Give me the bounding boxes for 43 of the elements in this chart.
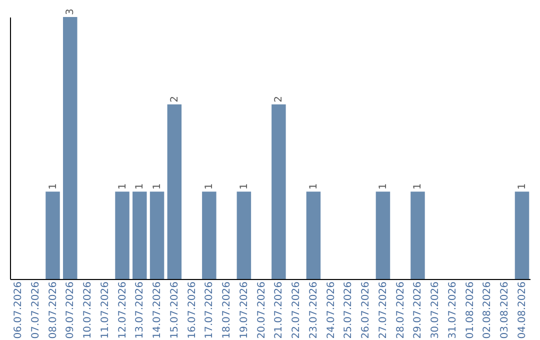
data-label: 1 bbox=[152, 183, 164, 190]
x-tick-label: 24.07.2026 bbox=[326, 282, 337, 339]
x-tick-label: 16.07.2026 bbox=[186, 282, 198, 339]
x-tick-label: 31.07.2026 bbox=[447, 282, 458, 339]
x-tick-label: 27.07.2026 bbox=[378, 282, 389, 339]
x-tick-label: 08.07.2026 bbox=[48, 282, 59, 339]
x-tick-label: 13.07.2026 bbox=[134, 282, 146, 339]
x-tick-label: 26.07.2026 bbox=[360, 282, 372, 339]
x-tick-label: 18.07.2026 bbox=[222, 282, 233, 339]
x-tick-label: 07.07.2026 bbox=[30, 282, 42, 339]
data-label: 1 bbox=[134, 183, 146, 190]
data-label: 3 bbox=[65, 8, 76, 15]
x-tick-label: 02.08.2026 bbox=[482, 282, 494, 339]
data-label: 2 bbox=[274, 96, 285, 102]
x-tick-label: 10.07.2026 bbox=[82, 282, 94, 339]
data-label: 2 bbox=[169, 96, 180, 102]
data-label: 1 bbox=[117, 183, 128, 190]
data-label: 1 bbox=[517, 183, 528, 190]
x-tick-label: 03.08.2026 bbox=[500, 282, 511, 339]
data-label: 1 bbox=[238, 183, 250, 190]
x-tick-label: 30.07.2026 bbox=[430, 282, 442, 339]
x-tick-label: 14.07.2026 bbox=[152, 282, 164, 339]
x-tick-label: 12.07.2026 bbox=[117, 282, 128, 339]
x-tick-label: 22.07.2026 bbox=[291, 282, 302, 339]
x-tick-label: 09.07.2026 bbox=[65, 282, 76, 339]
data-label: 1 bbox=[48, 183, 59, 190]
x-tick-label: 01.08.2026 bbox=[464, 282, 476, 339]
data-label: 1 bbox=[412, 183, 424, 190]
data-label: 1 bbox=[308, 183, 320, 190]
x-tick-label: 17.07.2026 bbox=[204, 282, 216, 339]
x-tick-label: 25.07.2026 bbox=[343, 282, 354, 339]
data-label: 1 bbox=[378, 183, 389, 190]
x-tick-label: 29.07.2026 bbox=[412, 282, 424, 339]
x-tick-label: 06.07.2026 bbox=[12, 282, 24, 339]
x-tick-label: 28.07.2026 bbox=[395, 282, 406, 339]
x-tick-label: 11.07.2026 bbox=[100, 282, 111, 339]
x-tick-label: 19.07.2026 bbox=[238, 282, 250, 339]
data-label: 1 bbox=[204, 183, 216, 190]
x-tick-label: 15.07.2026 bbox=[169, 282, 180, 339]
x-tick-label: 20.07.2026 bbox=[256, 282, 268, 339]
x-tick-label: 23.07.2026 bbox=[308, 282, 320, 339]
x-tick-label: 04.08.2026 bbox=[517, 282, 528, 339]
x-tick-label: 21.07.2026 bbox=[274, 282, 285, 339]
